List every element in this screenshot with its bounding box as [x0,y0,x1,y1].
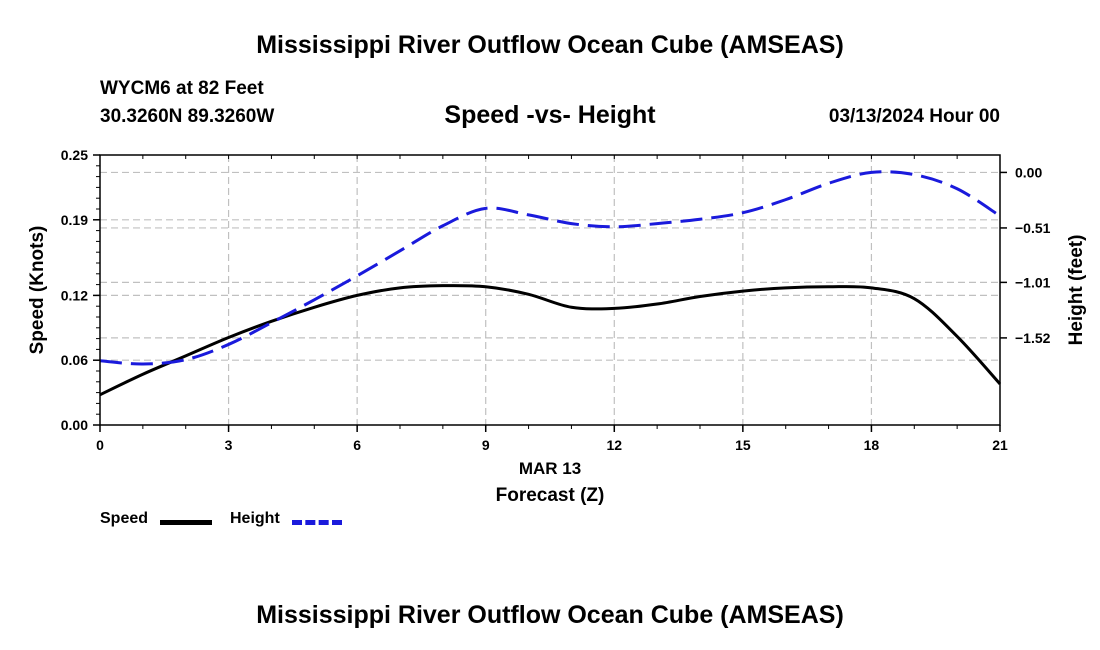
footer-title: Mississippi River Outflow Ocean Cube (AM… [256,601,844,629]
y-left-tick-label: 0.12 [61,287,88,303]
legend-speed-swatch [160,520,212,525]
y-axis-right-title: Height (feet) [1066,235,1087,346]
height-series-line [99,170,1001,366]
y-axis-left-title: Speed (Knots) [27,226,48,355]
y-left-tick-label: 0.19 [61,212,88,228]
chart-title: Speed -vs- Height [444,101,656,129]
y-right-tick-label: −0.51 [1015,220,1051,236]
legend-height-swatch [292,520,342,525]
speed-series-line [99,284,1002,397]
coordinates-label: 30.3260N 89.3260W [100,106,275,127]
x-tick-label: 0 [96,437,104,453]
x-tick-label: 6 [353,437,361,453]
x-axis-title: Forecast (Z) [496,485,605,506]
plot-frame [99,154,1001,426]
x-tick-label: 3 [225,437,233,453]
x-tick-label: 9 [482,437,490,453]
grid-lines [100,155,1000,425]
x-tick-label: 12 [606,437,622,453]
tick-labels: 0 3 6 9 12 15 18 21 0.00 0.06 0.12 0.19 0.25 0.00 −0.5… [61,147,1051,453]
y-right-tick-label: −1.52 [1015,330,1051,346]
y-left-tick-label: 0.06 [61,352,88,368]
series-group [99,170,1002,397]
main-title: Mississippi River Outflow Ocean Cube (AM… [256,31,844,59]
x-axis-date-label: MAR 13 [519,459,581,478]
y-left-tick-label: 0.25 [61,147,88,163]
y-right-tick-label: 0.00 [1015,164,1042,180]
x-tick-label: 15 [735,437,751,453]
tick-marks [93,154,1007,432]
y-left-tick-label: 0.00 [61,417,88,433]
x-tick-label: 18 [864,437,880,453]
datetime-label: 03/13/2024 Hour 00 [828,106,1000,127]
station-label: WYCM6 at 82 Feet [100,78,264,99]
x-tick-label: 21 [992,437,1008,453]
legend-height-label: Height [230,510,280,527]
legend-speed-label: Speed [100,510,149,527]
y-right-tick-label: −1.01 [1015,274,1051,290]
